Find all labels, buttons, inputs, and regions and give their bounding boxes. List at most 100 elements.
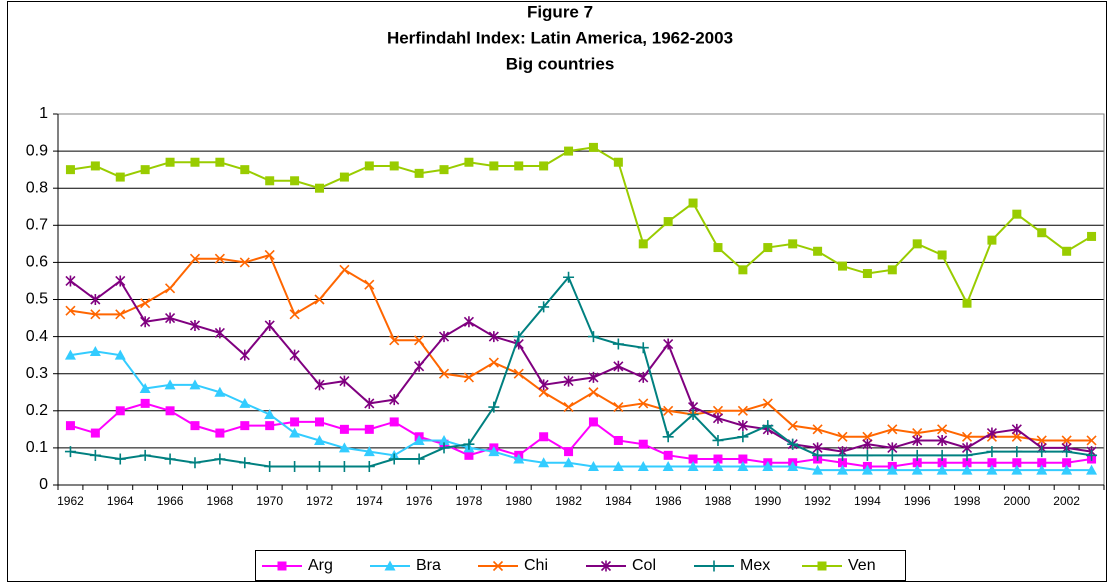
data-point (564, 447, 574, 457)
data-point (1011, 464, 1023, 475)
x-tick-label: 1974 (356, 494, 383, 508)
data-point (513, 453, 525, 464)
y-tick-label: 0.2 (26, 402, 48, 419)
data-point (389, 161, 399, 171)
data-point (289, 349, 300, 361)
data-point (214, 253, 225, 264)
data-point (737, 405, 748, 416)
data-point (389, 335, 400, 346)
data-point (1036, 435, 1047, 446)
data-point (64, 349, 76, 360)
series (64, 271, 1098, 472)
data-point (463, 316, 474, 328)
data-point (140, 398, 150, 408)
data-point (961, 431, 973, 442)
data-point (737, 431, 749, 443)
data-point (539, 161, 549, 171)
data-point (165, 312, 176, 324)
data-point (788, 239, 798, 249)
data-point (89, 449, 101, 461)
data-point (315, 183, 324, 193)
legend-label: Col (632, 557, 656, 574)
data-point (962, 298, 972, 308)
data-point (887, 424, 898, 435)
data-point (339, 172, 349, 182)
data-point (438, 434, 450, 445)
series (65, 249, 1097, 446)
data-point (90, 161, 100, 171)
data-point (289, 427, 301, 438)
data-point (289, 460, 301, 472)
data-point (812, 424, 823, 435)
data-point (638, 398, 649, 409)
legend-label: Mex (740, 557, 770, 574)
data-point (315, 417, 324, 427)
data-point (637, 460, 649, 471)
data-point (738, 454, 748, 464)
data-point (961, 449, 973, 461)
data-point (214, 453, 226, 465)
data-point (937, 250, 947, 260)
data-point (937, 424, 948, 435)
chart-subtitle: Herfindahl Index: Latin America, 1962-20… (387, 28, 733, 47)
series-line (70, 350, 1092, 472)
data-point (388, 453, 400, 465)
data-point (1087, 231, 1097, 241)
data-point (488, 446, 500, 457)
data-point (987, 235, 997, 245)
data-point (139, 449, 151, 461)
data-point (862, 431, 873, 442)
data-point (538, 457, 550, 468)
data-point (414, 168, 424, 178)
data-point (264, 249, 275, 261)
data-point (987, 458, 997, 468)
data-point (65, 165, 75, 175)
data-point (513, 331, 525, 343)
data-point (215, 428, 225, 438)
data-point (563, 402, 574, 413)
data-point (763, 243, 773, 253)
data-point (912, 427, 923, 439)
data-point (239, 457, 251, 469)
data-point (389, 394, 400, 406)
data-point (762, 460, 774, 471)
data-point (1036, 446, 1048, 458)
y-tick-label: 0.5 (26, 291, 48, 308)
data-point (813, 246, 823, 256)
data-point (90, 309, 101, 320)
data-point (438, 368, 450, 379)
data-point (587, 460, 599, 471)
data-point (861, 464, 873, 475)
data-point (1011, 431, 1022, 442)
data-point (239, 397, 251, 408)
data-point (338, 442, 350, 453)
data-point (314, 434, 325, 445)
data-point (911, 464, 923, 475)
data-point (114, 453, 126, 465)
data-point (114, 349, 126, 360)
data-point (912, 239, 922, 249)
data-point (713, 243, 723, 253)
data-point (563, 375, 574, 387)
x-tick-label: 1978 (456, 494, 483, 508)
data-point (713, 454, 723, 464)
x-tick-label: 1990 (754, 494, 781, 508)
data-point (115, 406, 125, 416)
data-point (1012, 209, 1022, 219)
data-point (364, 161, 374, 171)
data-point (787, 460, 799, 471)
data-point (364, 279, 375, 290)
data-point (189, 319, 201, 331)
data-point (265, 176, 275, 186)
y-tick-label: 0 (39, 476, 48, 493)
data-point (1086, 449, 1098, 461)
y-tick-label: 0.7 (26, 217, 48, 234)
data-point (264, 319, 275, 331)
data-point (339, 264, 350, 275)
data-point (986, 464, 998, 475)
data-point (538, 301, 550, 313)
data-point (215, 157, 225, 167)
data-point (240, 421, 250, 431)
data-point (886, 464, 898, 475)
data-point (738, 265, 748, 275)
